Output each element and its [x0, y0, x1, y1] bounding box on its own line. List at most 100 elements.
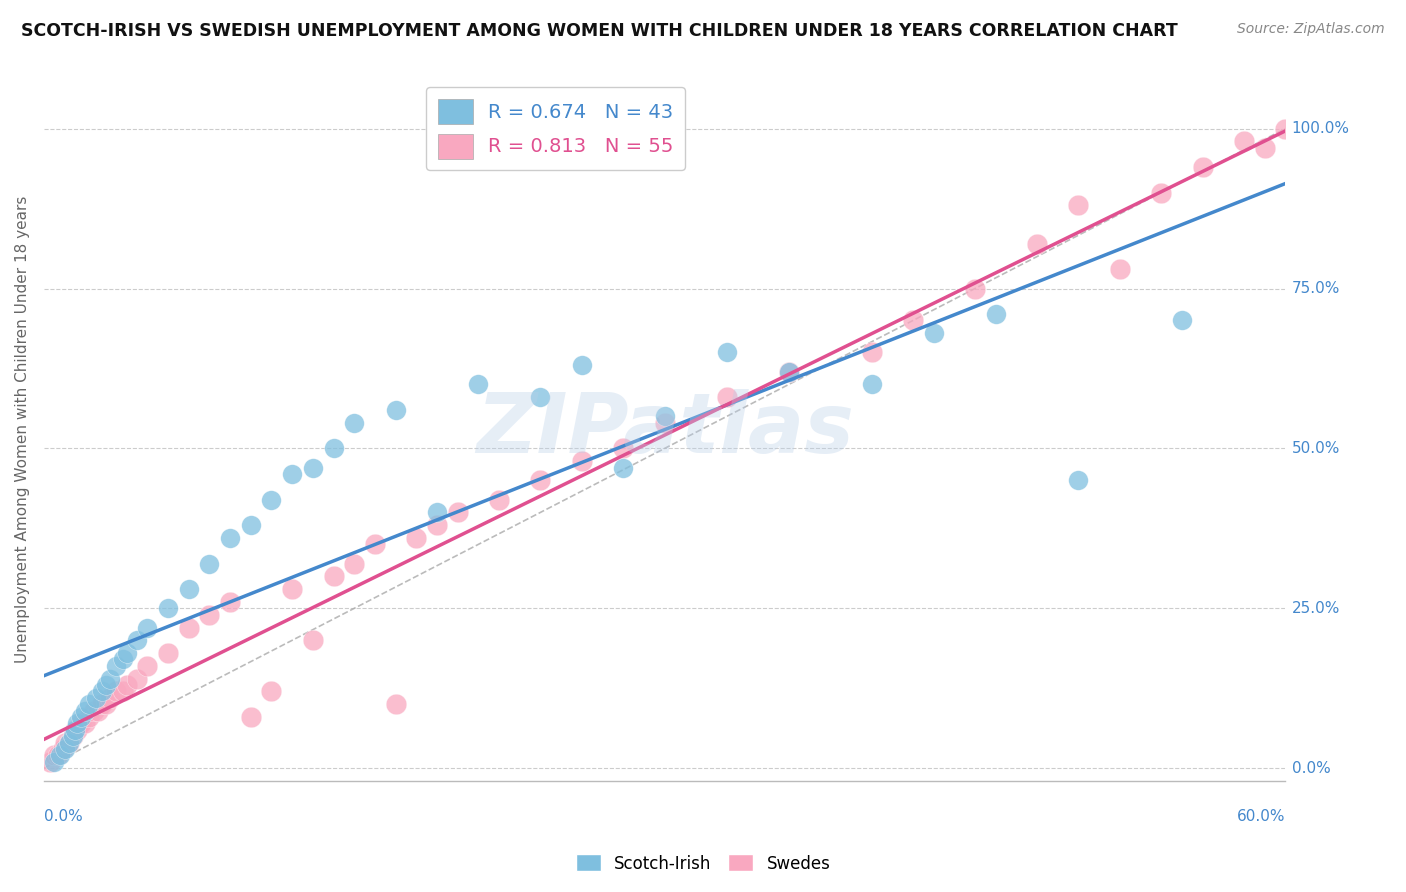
Point [98, 672, 121, 686]
Point [90, 684, 112, 698]
Point [239, 710, 262, 724]
Point [1108, 262, 1130, 277]
Point [467, 377, 489, 392]
Point [322, 569, 344, 583]
Point [75, 716, 97, 731]
Point [115, 678, 138, 692]
Point [529, 390, 551, 404]
Point [79, 698, 101, 712]
Point [111, 684, 134, 698]
Point [105, 684, 128, 698]
Point [322, 442, 344, 456]
Point [529, 474, 551, 488]
Point [778, 365, 800, 379]
Point [571, 454, 593, 468]
Text: 0.0%: 0.0% [44, 809, 83, 824]
Point [1274, 121, 1296, 136]
Text: 75.0%: 75.0% [1292, 281, 1340, 296]
Point [94, 678, 117, 692]
Point [426, 518, 449, 533]
Point [86, 704, 108, 718]
Point [84, 690, 107, 705]
Point [612, 442, 634, 456]
Point [48, 748, 70, 763]
Text: 25.0%: 25.0% [1292, 601, 1340, 615]
Point [198, 607, 221, 622]
Point [44, 755, 66, 769]
Point [51, 742, 73, 756]
Point [426, 505, 449, 519]
Point [860, 345, 883, 359]
Point [198, 557, 221, 571]
Point [39, 755, 62, 769]
Point [1026, 236, 1049, 251]
Point [58, 736, 80, 750]
Point [66, 716, 89, 731]
Point [1067, 474, 1090, 488]
Point [384, 698, 406, 712]
Point [75, 704, 97, 718]
Point [860, 377, 883, 392]
Point [260, 684, 283, 698]
Text: 50.0%: 50.0% [1292, 441, 1340, 456]
Point [136, 620, 159, 634]
Point [922, 326, 945, 341]
Point [219, 531, 242, 545]
Legend: Scotch-Irish, Swedes: Scotch-Irish, Swedes [569, 847, 837, 880]
Point [49, 748, 72, 763]
Point [571, 358, 593, 372]
Point [612, 460, 634, 475]
Point [488, 492, 510, 507]
Text: 0.0%: 0.0% [1292, 761, 1330, 776]
Text: ZIPatlas: ZIPatlas [475, 389, 853, 470]
Text: 100.0%: 100.0% [1292, 121, 1350, 136]
Legend: R = 0.674   N = 43, R = 0.813   N = 55: R = 0.674 N = 43, R = 0.813 N = 55 [426, 87, 685, 170]
Point [1191, 160, 1213, 174]
Point [105, 658, 128, 673]
Point [1253, 141, 1275, 155]
Point [405, 531, 427, 545]
Point [62, 729, 84, 743]
Point [177, 582, 200, 596]
Text: 60.0%: 60.0% [1237, 809, 1285, 824]
Point [654, 409, 676, 424]
Point [63, 723, 86, 737]
Point [281, 467, 304, 481]
Point [177, 620, 200, 634]
Point [219, 595, 242, 609]
Point [778, 365, 800, 379]
Point [384, 403, 406, 417]
Point [125, 633, 148, 648]
Point [343, 416, 366, 430]
Point [62, 729, 84, 743]
Point [115, 646, 138, 660]
Point [58, 736, 80, 750]
Point [984, 307, 1007, 321]
Point [239, 518, 262, 533]
Point [1233, 135, 1256, 149]
Point [111, 652, 134, 666]
Point [90, 698, 112, 712]
Text: Source: ZipAtlas.com: Source: ZipAtlas.com [1237, 22, 1385, 37]
Point [1171, 313, 1194, 327]
Point [125, 672, 148, 686]
Point [53, 736, 76, 750]
Point [281, 582, 304, 596]
Point [302, 633, 325, 648]
Point [1150, 186, 1173, 200]
Point [94, 698, 117, 712]
Point [79, 710, 101, 724]
Point [364, 537, 387, 551]
Point [63, 723, 86, 737]
Point [716, 345, 738, 359]
Point [53, 742, 76, 756]
Point [157, 601, 180, 615]
Point [1067, 198, 1090, 212]
Text: SCOTCH-IRISH VS SWEDISH UNEMPLOYMENT AMONG WOMEN WITH CHILDREN UNDER 18 YEARS CO: SCOTCH-IRISH VS SWEDISH UNEMPLOYMENT AMO… [21, 22, 1178, 40]
Point [260, 492, 283, 507]
Point [136, 658, 159, 673]
Point [70, 716, 93, 731]
Point [654, 416, 676, 430]
Point [83, 704, 105, 718]
Point [716, 390, 738, 404]
